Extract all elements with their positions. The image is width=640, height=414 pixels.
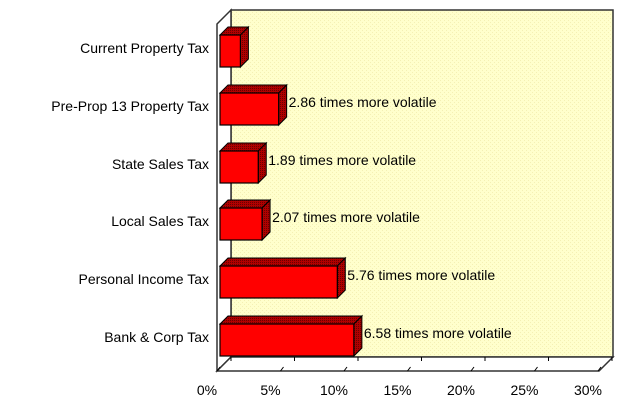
data-label: 2.07 times more volatile bbox=[272, 209, 420, 225]
bar-local-sales-tax: 2.07 times more volatile bbox=[218, 198, 420, 242]
x-tick-label: 30% bbox=[574, 382, 602, 398]
x-tick-label: 10% bbox=[320, 382, 348, 398]
data-label: 6.58 times more volatile bbox=[364, 325, 512, 341]
x-tick-label: 5% bbox=[260, 382, 280, 398]
category-label: Personal Income Tax bbox=[79, 271, 209, 287]
x-tick-label: 15% bbox=[383, 382, 411, 398]
bar-bank-corp-tax: 6.58 times more volatile bbox=[218, 314, 512, 358]
x-axis-tick-labels: 0% 5% 10% 15% 20% 25% 30% bbox=[197, 382, 602, 398]
category-label: Bank & Corp Tax bbox=[104, 329, 209, 345]
bars-group: 2.86 times more volatile 1.89 times more … bbox=[218, 25, 512, 358]
category-label: Current Property Tax bbox=[80, 40, 209, 56]
category-label: Pre-Prop 13 Property Tax bbox=[51, 98, 209, 114]
bar-pre-prop-13-property-tax: 2.86 times more volatile bbox=[218, 83, 437, 127]
plot-back-wall bbox=[230, 9, 614, 358]
data-label: 5.76 times more volatile bbox=[347, 267, 495, 283]
x-axis-ticks bbox=[216, 357, 613, 372]
x-tick-label: 20% bbox=[447, 382, 475, 398]
plot-floor bbox=[215, 356, 615, 372]
data-label: 1.89 times more volatile bbox=[268, 152, 416, 168]
bar-current-property-tax bbox=[218, 25, 250, 69]
category-label: State Sales Tax bbox=[112, 156, 209, 172]
category-label: Local Sales Tax bbox=[111, 213, 209, 229]
bar-state-sales-tax: 1.89 times more volatile bbox=[218, 141, 416, 185]
category-labels: Current Property Tax Pre-Prop 13 Property… bbox=[51, 40, 209, 345]
x-tick-label: 0% bbox=[197, 382, 217, 398]
bar-personal-income-tax: 5.76 times more volatile bbox=[218, 256, 495, 300]
x-tick-label: 25% bbox=[510, 382, 538, 398]
data-label: 2.86 times more volatile bbox=[289, 94, 437, 110]
